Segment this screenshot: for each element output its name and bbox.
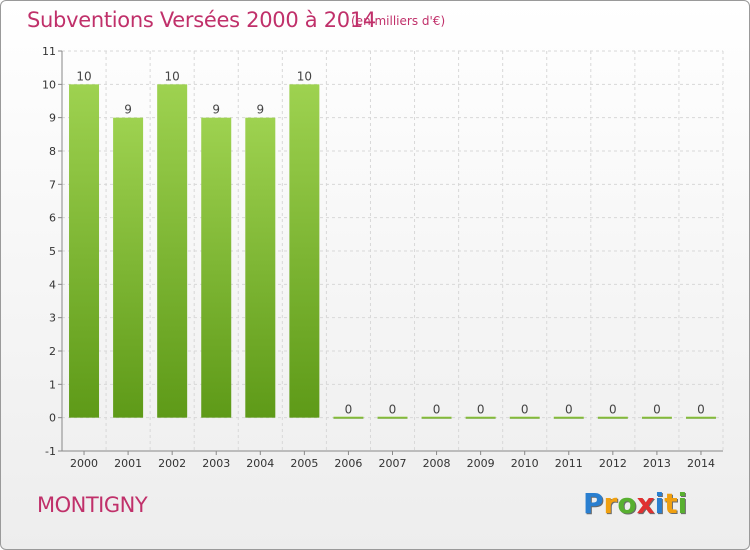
axis-layer: -1 0 1 2 3 4 5 6 7 8 9 10 11 2000 2001 2002 2003 2004 2005… xyxy=(42,45,723,470)
data-label-2008: 0 xyxy=(433,403,441,417)
logo-letter: P xyxy=(583,487,604,520)
logo-letter: t xyxy=(664,487,678,520)
bar-2005 xyxy=(289,84,320,418)
data-label-2014: 0 xyxy=(697,403,705,417)
bar-2006 xyxy=(333,416,364,419)
x-tick-label-2006: 2006 xyxy=(334,457,362,470)
data-label-2003: 9 xyxy=(212,103,220,117)
logo-letter: i xyxy=(654,487,665,520)
bar-2014 xyxy=(685,416,716,419)
data-label-2012: 0 xyxy=(609,403,617,417)
x-tick-label-2000: 2000 xyxy=(70,457,98,470)
y-tick-label: 2 xyxy=(49,345,56,358)
x-tick-label-2014: 2014 xyxy=(687,457,715,470)
bar-2010 xyxy=(509,416,540,419)
y-tick-label: 1 xyxy=(49,378,56,391)
x-tick-label-2008: 2008 xyxy=(423,457,451,470)
x-tick-label-2013: 2013 xyxy=(643,457,671,470)
data-label-2013: 0 xyxy=(653,403,661,417)
data-label-2001: 9 xyxy=(124,103,132,117)
bar-2001 xyxy=(113,117,144,418)
chart-title: Subventions Versées 2000 à 2014 xyxy=(27,8,376,32)
proxiti-logo: Proxiti xyxy=(583,487,687,520)
data-label-layer: 10 9 10 9 9 10 0 0 0 0 0 0 0 0 0 xyxy=(76,69,704,416)
y-tick-label: 7 xyxy=(49,178,56,191)
y-tick-label: 3 xyxy=(49,312,56,325)
logo-letter: i xyxy=(677,487,688,520)
logo-letter: o xyxy=(617,487,637,520)
data-label-2007: 0 xyxy=(389,403,397,417)
y-tick-label: 6 xyxy=(49,212,56,225)
x-tick-label-2011: 2011 xyxy=(555,457,583,470)
bar-2011 xyxy=(553,416,584,419)
bar-2004 xyxy=(245,117,276,418)
data-label-2002: 10 xyxy=(165,69,180,83)
y-tick-label: 4 xyxy=(49,278,56,291)
x-tick-label-2001: 2001 xyxy=(114,457,142,470)
logo-letter: r xyxy=(603,487,618,520)
data-label-2004: 9 xyxy=(256,103,264,117)
bar-2003 xyxy=(201,117,232,418)
bar-2008 xyxy=(421,416,452,419)
bar-2012 xyxy=(597,416,628,419)
data-label-2006: 0 xyxy=(345,403,353,417)
x-tick-label-2003: 2003 xyxy=(202,457,230,470)
bar-2013 xyxy=(641,416,672,419)
x-tick-label-2010: 2010 xyxy=(511,457,539,470)
x-tick-label-2004: 2004 xyxy=(246,457,274,470)
data-label-2011: 0 xyxy=(565,403,573,417)
y-tick-label: 0 xyxy=(49,412,56,425)
x-tick-label-2005: 2005 xyxy=(290,457,318,470)
y-tick-label: 8 xyxy=(49,145,56,158)
data-label-2000: 10 xyxy=(76,69,91,83)
x-tick-label-2002: 2002 xyxy=(158,457,186,470)
x-tick-label-2012: 2012 xyxy=(599,457,627,470)
bar-2009 xyxy=(465,416,496,419)
y-tick-label: 10 xyxy=(42,78,56,91)
bar-2007 xyxy=(377,416,408,419)
y-tick-label: -1 xyxy=(45,445,56,458)
data-label-2010: 0 xyxy=(521,403,529,417)
logo-letter: x xyxy=(636,487,655,520)
y-tick-label: 5 xyxy=(49,245,56,258)
y-tick-label: 11 xyxy=(42,45,56,58)
y-tick-label: 9 xyxy=(49,112,56,125)
data-label-2009: 0 xyxy=(477,403,485,417)
data-label-2005: 10 xyxy=(297,69,312,83)
unit-note: (en milliers d'€) xyxy=(351,14,446,28)
bar-2002 xyxy=(157,84,188,418)
commune-name: MONTIGNY xyxy=(37,493,148,517)
bar-2000 xyxy=(69,84,100,418)
x-tick-label-2007: 2007 xyxy=(379,457,407,470)
bar-layer xyxy=(69,84,716,419)
x-tick-label-2009: 2009 xyxy=(467,457,495,470)
